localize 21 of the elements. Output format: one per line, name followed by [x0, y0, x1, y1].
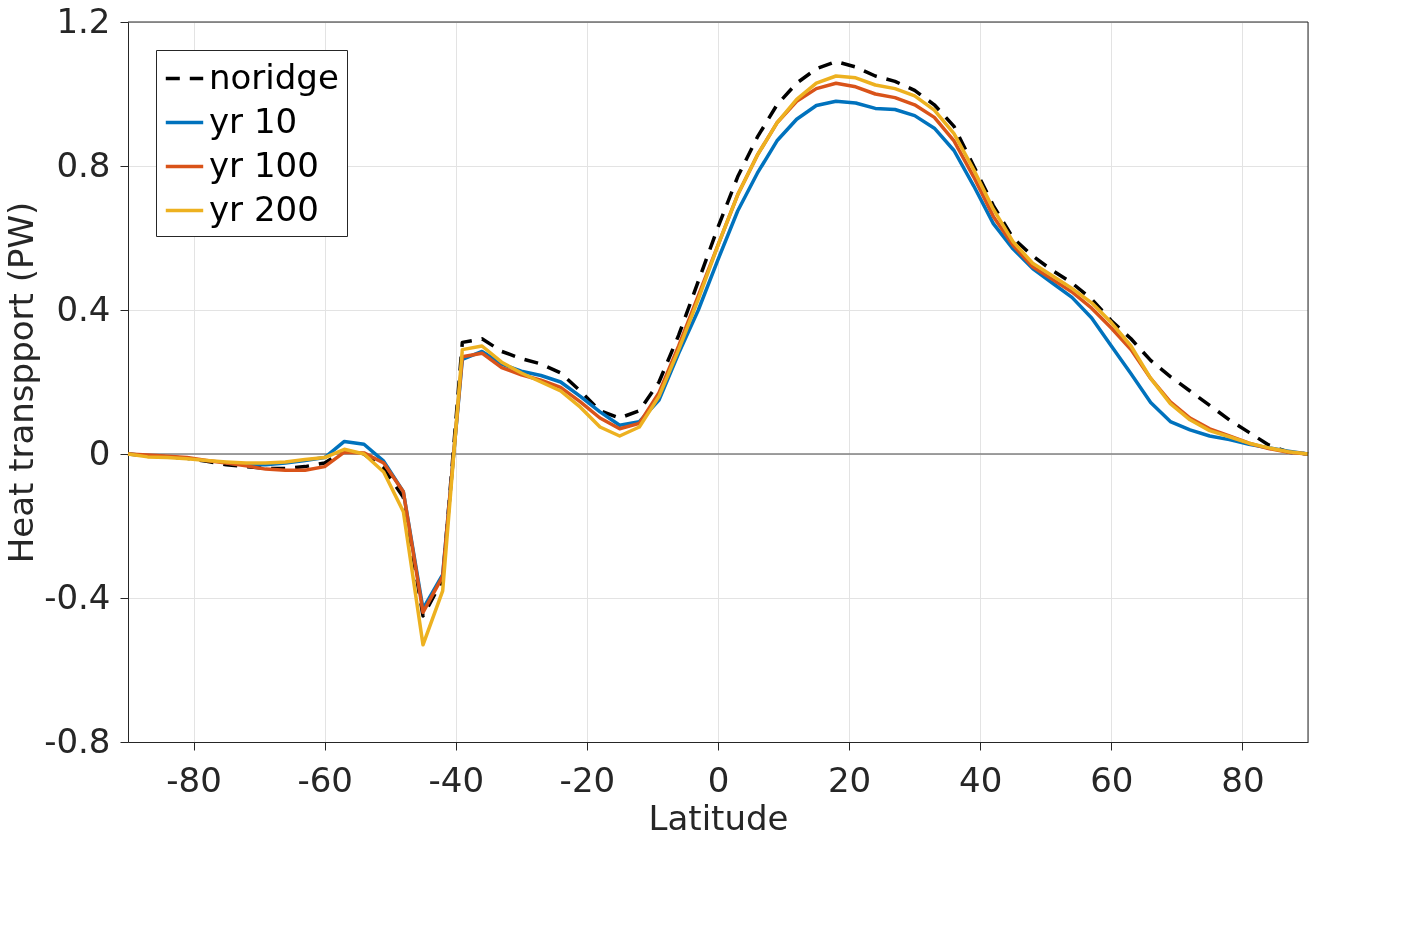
legend-label: yr 200 — [209, 188, 319, 229]
legend-label: yr 10 — [209, 100, 298, 141]
x-tick-label: 40 — [959, 759, 1003, 800]
x-tick-label: -80 — [166, 759, 222, 800]
x-tick-label: -20 — [559, 759, 616, 800]
x-tick-label: 20 — [827, 759, 872, 800]
y-tick-label: 0.8 — [56, 144, 111, 185]
x-tick-label: 80 — [1221, 759, 1265, 800]
x-tick-label: -40 — [428, 759, 485, 800]
x-tick-label: -60 — [297, 759, 353, 800]
y-tick-label: -0.4 — [44, 576, 111, 617]
x-tick-label: 60 — [1090, 759, 1134, 800]
y-axis-title: Heat transpport (PW) — [1, 201, 42, 564]
y-tick-label: 0 — [88, 432, 111, 473]
y-tick-label: 0.4 — [56, 288, 111, 329]
legend-label: yr 100 — [209, 144, 319, 185]
legend-label: noridge — [209, 56, 339, 97]
x-tick-label: 0 — [707, 759, 730, 800]
y-tick-label: 1.2 — [56, 0, 111, 41]
y-tick-label: -0.8 — [44, 720, 111, 761]
x-axis-title: Latitude — [648, 797, 789, 838]
